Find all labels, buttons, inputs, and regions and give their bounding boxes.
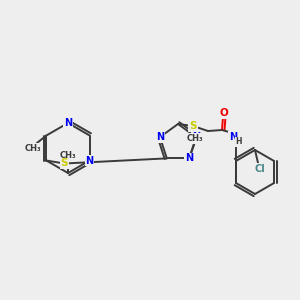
Text: N: N bbox=[192, 132, 200, 142]
Text: N: N bbox=[156, 132, 164, 142]
Text: O: O bbox=[220, 108, 228, 118]
Text: N: N bbox=[85, 155, 94, 166]
Text: CH₃: CH₃ bbox=[25, 144, 42, 153]
Text: N: N bbox=[229, 132, 237, 142]
Text: S: S bbox=[61, 158, 68, 169]
Text: Cl: Cl bbox=[255, 164, 266, 174]
Text: CH₃: CH₃ bbox=[187, 134, 203, 143]
Text: S: S bbox=[189, 121, 197, 131]
Text: CH₃: CH₃ bbox=[60, 152, 76, 160]
Text: N: N bbox=[185, 153, 193, 164]
Text: H: H bbox=[236, 137, 242, 146]
Text: N: N bbox=[64, 118, 72, 128]
